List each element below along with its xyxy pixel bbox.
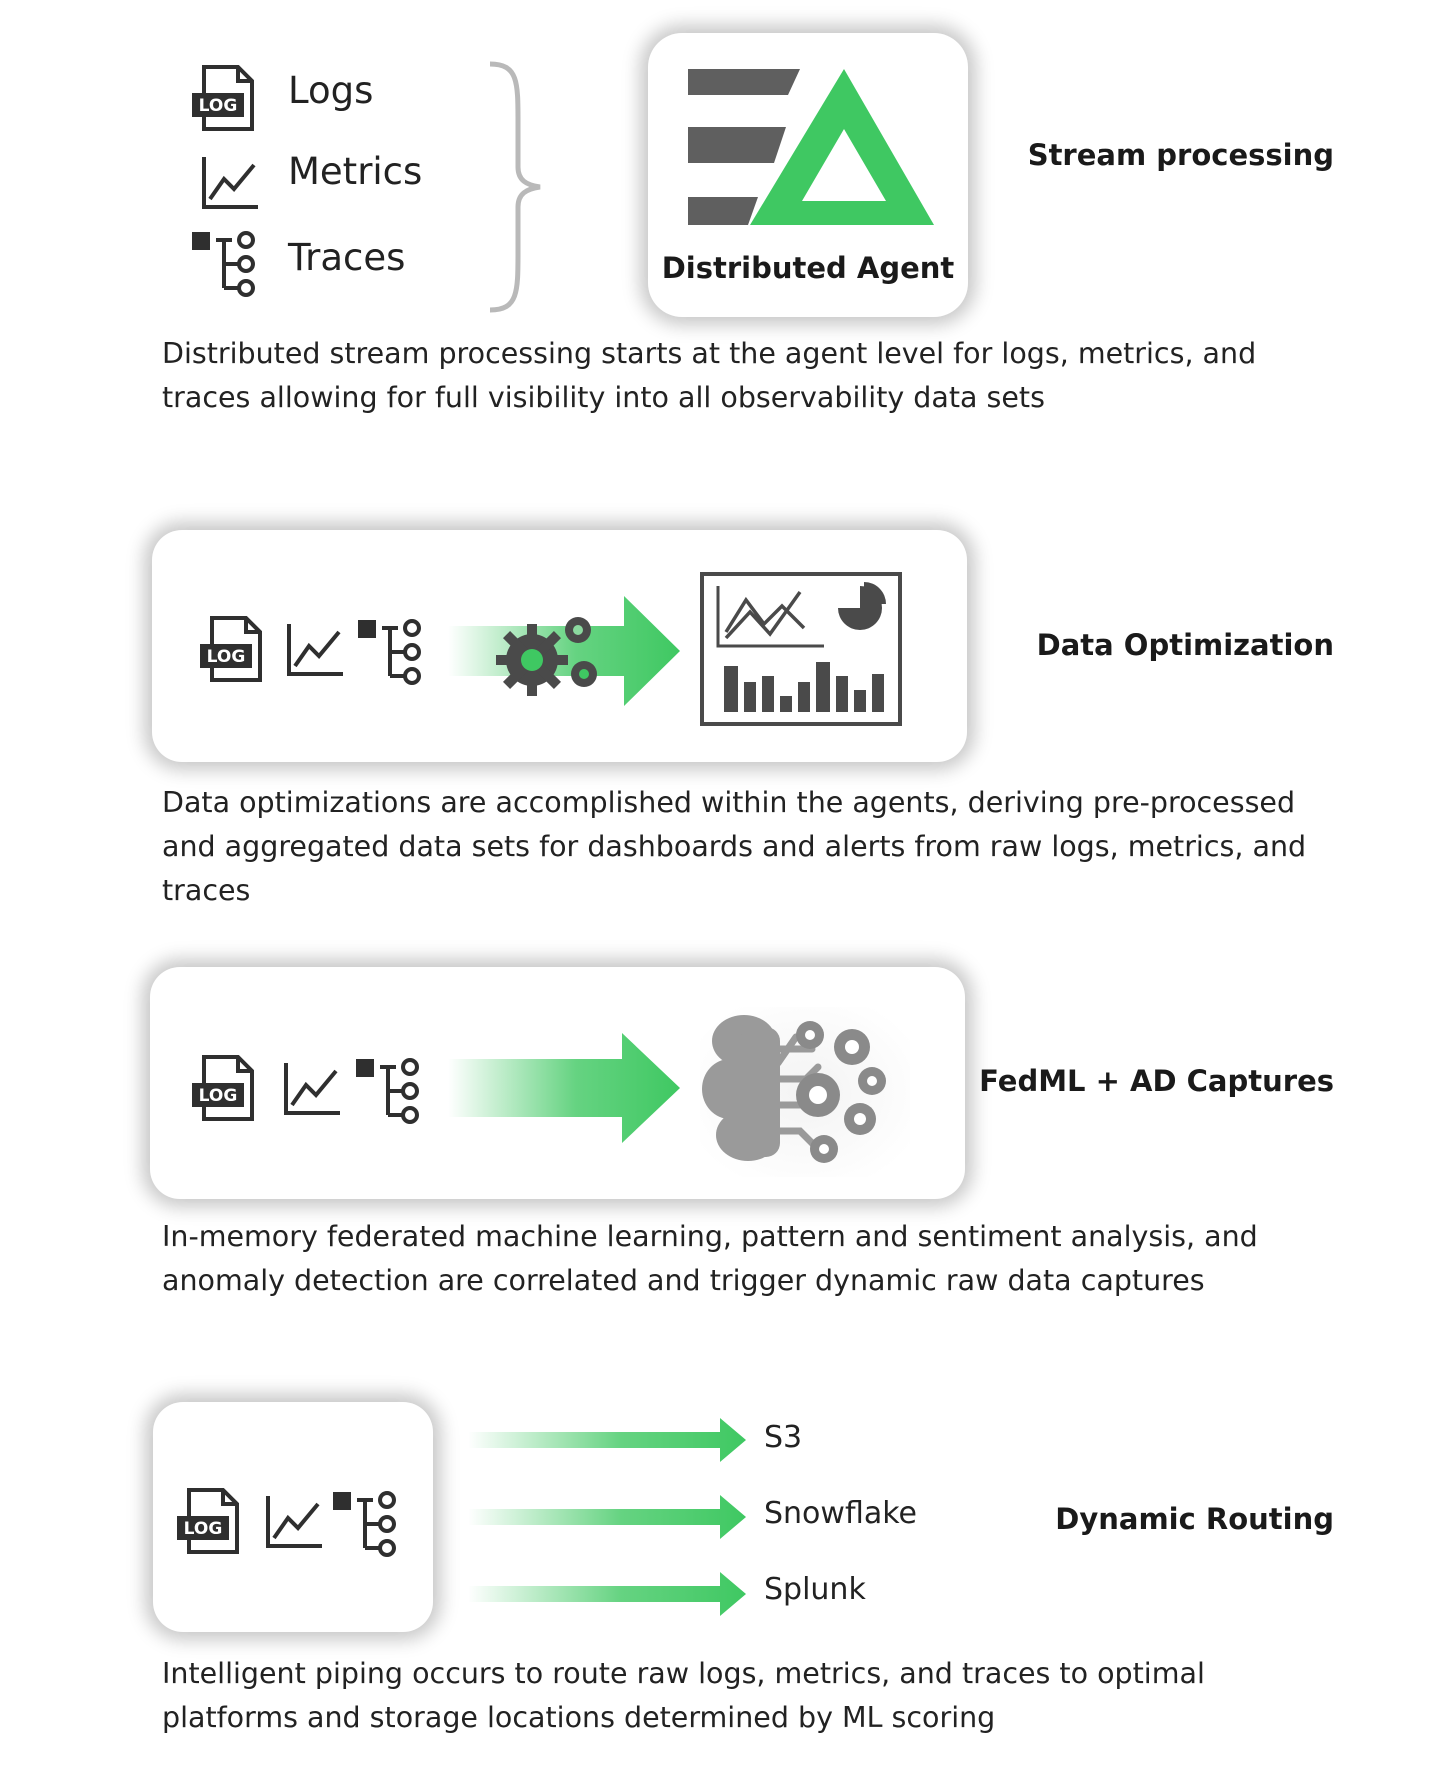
dynamic-routing-heading: Dynamic Routing xyxy=(1055,1502,1334,1536)
destination-splunk-label: Splunk xyxy=(764,1572,866,1607)
fedml-card: LOG xyxy=(150,967,965,1199)
traces-tree-icon xyxy=(192,231,255,297)
brain-gears-icon xyxy=(700,1007,910,1177)
data-optimization-heading: Data Optimization xyxy=(1036,628,1334,662)
stream-processing-heading: Stream processing xyxy=(1027,138,1334,172)
log-file-icon: LOG xyxy=(192,1055,254,1121)
legend-logs-label: Logs xyxy=(288,69,374,112)
route-arrow-splunk xyxy=(468,1572,746,1616)
distributed-agent-logo xyxy=(688,69,934,225)
metrics-chart-icon xyxy=(287,624,343,676)
log-file-icon: LOG xyxy=(177,1488,239,1554)
log-file-icon: LOG xyxy=(200,616,262,682)
traces-tree-icon xyxy=(356,1058,419,1124)
metrics-chart-icon xyxy=(202,157,258,209)
svg-text:LOG: LOG xyxy=(199,96,238,116)
destination-s3-label: S3 xyxy=(764,1420,803,1455)
stream-processing-description: Distributed stream processing starts at … xyxy=(162,337,1257,414)
dynamic-routing-card: LOG xyxy=(153,1402,433,1632)
distributed-agent-label: Distributed Agent xyxy=(661,251,955,285)
flow-arrow xyxy=(448,596,680,706)
data-optimization-description: Data optimizations are accomplished with… xyxy=(162,786,1307,907)
log-file-icon: LOG xyxy=(192,65,254,131)
brace-icon xyxy=(489,61,541,313)
svg-text:LOG: LOG xyxy=(207,647,246,667)
route-arrow-s3 xyxy=(468,1418,746,1462)
dashboard-icon xyxy=(700,572,902,726)
legend-traces-label: Traces xyxy=(288,236,406,279)
traces-tree-icon xyxy=(333,1491,396,1557)
metrics-chart-icon xyxy=(266,1496,322,1548)
gears-icon xyxy=(496,617,597,696)
metrics-chart-icon xyxy=(284,1063,340,1115)
legend-metrics-label: Metrics xyxy=(288,150,423,193)
distributed-agent-card: Distributed Agent xyxy=(648,33,968,317)
fedml-heading: FedML + AD Captures xyxy=(979,1064,1334,1098)
flow-arrow xyxy=(448,1033,680,1143)
traces-tree-icon xyxy=(358,619,421,685)
svg-text:LOG: LOG xyxy=(199,1086,238,1106)
dynamic-routing-description: Intelligent piping occurs to route raw l… xyxy=(162,1657,1205,1734)
route-arrow-snowflake xyxy=(468,1495,746,1539)
svg-text:LOG: LOG xyxy=(184,1519,223,1539)
fedml-description: In-memory federated machine learning, pa… xyxy=(162,1220,1258,1297)
destination-snowflake-label: Snowflake xyxy=(764,1496,917,1531)
data-optimization-card: LOG xyxy=(152,530,967,762)
